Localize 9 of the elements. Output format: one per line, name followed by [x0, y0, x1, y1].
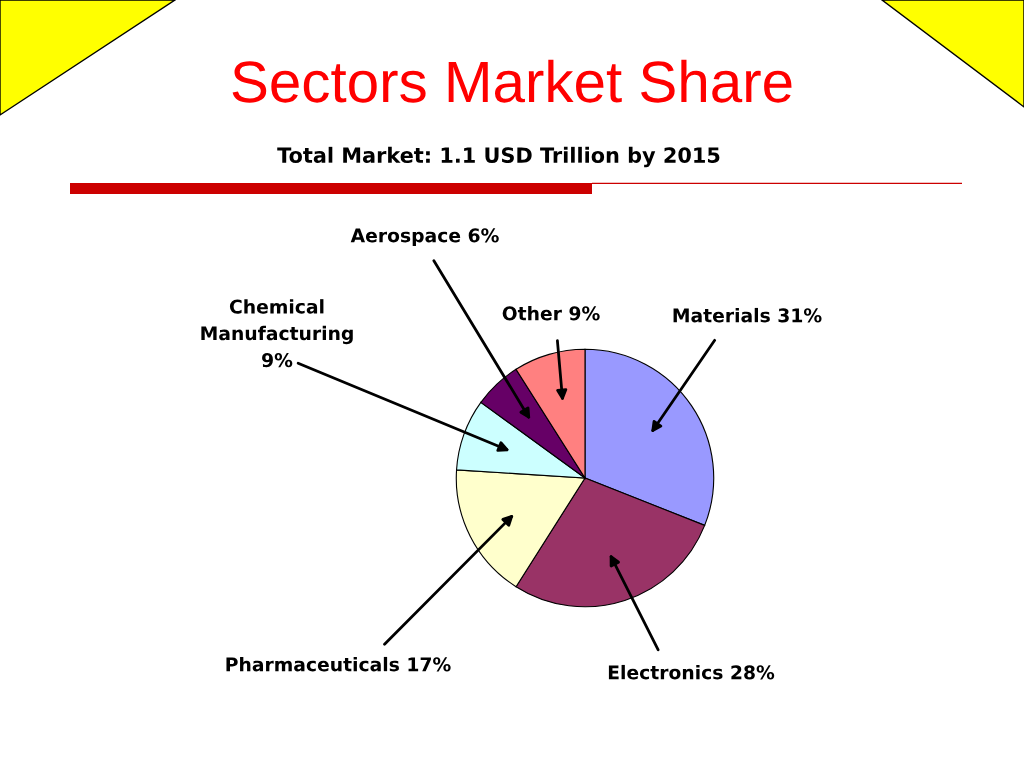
data-label: 9% [262, 353, 293, 368]
slice-label: Chemical Manufacturing [201, 299, 353, 345]
chart-subtitle: Total Market: 1.1 USD Trillion by 2015 [277, 146, 720, 168]
chart-title: Sectors Market Share [232, 59, 792, 103]
slice-label: Aerospace 6% [350, 228, 499, 247]
slice-label: Electronics 28% [608, 664, 775, 680]
slice-label: Pharmaceuticals 17% [226, 656, 451, 672]
slice-label: Materials 31% [673, 307, 822, 323]
slice-label: Other 9% [502, 305, 600, 321]
